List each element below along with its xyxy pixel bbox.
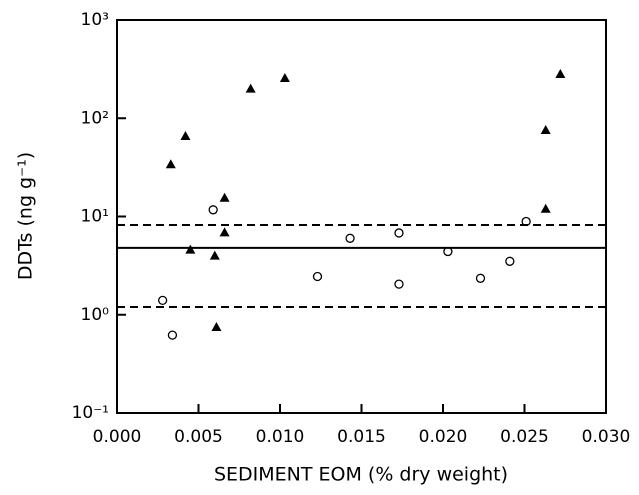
- y-tick-label: 10¹: [81, 207, 109, 227]
- x-tick-label: 0.005: [174, 427, 223, 447]
- triangle-point: [209, 250, 220, 260]
- triangle-point: [211, 322, 222, 332]
- triangle-point: [540, 124, 551, 134]
- x-tick-label: 0.020: [419, 427, 468, 447]
- circle-point: [157, 295, 168, 306]
- x-tick-label: 0.025: [500, 427, 549, 447]
- y-tick-label: 10³: [81, 10, 109, 30]
- circle-point: [394, 228, 404, 238]
- triangle-point: [165, 159, 176, 169]
- circle-point: [394, 279, 404, 289]
- circle-point: [505, 256, 515, 266]
- circle-point: [521, 216, 531, 227]
- x-tick-label: 0.030: [582, 427, 631, 447]
- y-tick-label: 10⁻¹: [72, 403, 109, 423]
- triangle-point: [245, 83, 256, 93]
- triangle-point: [555, 69, 566, 79]
- plot-frame: [116, 19, 607, 414]
- y-tick-label: 10⁰: [81, 305, 110, 325]
- circle-point: [167, 330, 178, 340]
- circle-point: [345, 233, 355, 243]
- x-tick-label: 0.015: [337, 427, 386, 447]
- triangle-point: [219, 227, 230, 237]
- triangle-point: [279, 72, 290, 82]
- x-axis-label: SEDIMENT EOM (% dry weight): [214, 464, 508, 486]
- triangle-point: [185, 244, 196, 254]
- circle-point: [208, 205, 218, 215]
- triangle-point: [180, 130, 191, 140]
- x-tick-label: 0.010: [256, 427, 305, 447]
- circle-point: [475, 273, 486, 283]
- triangle-point: [540, 203, 551, 213]
- x-tick-label: 0.000: [93, 427, 142, 447]
- circle-point: [443, 246, 453, 257]
- circle-point: [312, 271, 323, 282]
- triangle-point: [219, 192, 230, 202]
- y-axis-label: DDTs (ng g⁻¹): [15, 152, 37, 280]
- y-tick-label: 10²: [81, 108, 109, 128]
